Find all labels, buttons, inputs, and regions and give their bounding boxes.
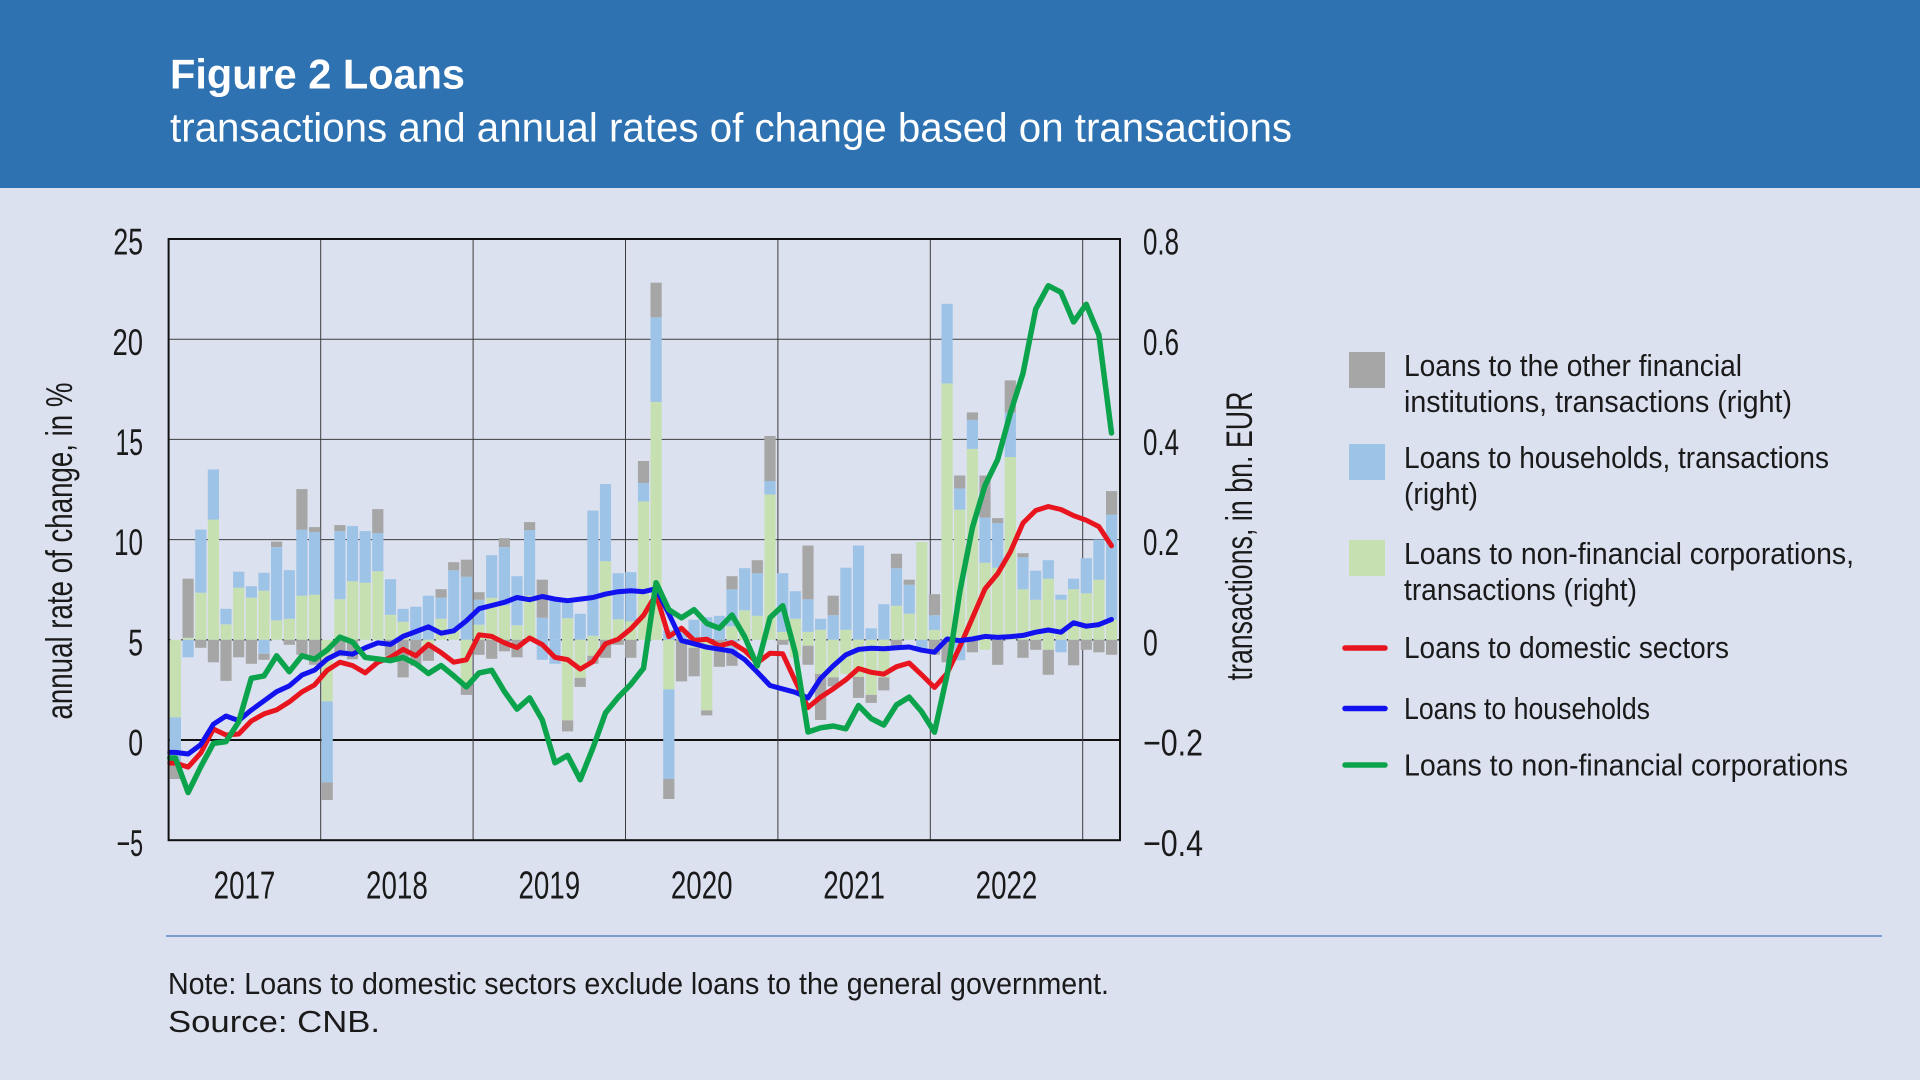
svg-text:Loans to non-financial corpora: Loans to non-financial corporations,: [1404, 536, 1854, 571]
svg-text:annual rate of change, in %: annual rate of change, in %: [39, 383, 80, 720]
svg-text:0.2: 0.2: [1143, 522, 1179, 563]
svg-text:Loans to non-financial corpora: Loans to non-financial corporations: [1404, 748, 1848, 783]
svg-text:0: 0: [1143, 622, 1158, 663]
svg-text:15: 15: [116, 422, 144, 463]
svg-text:2019: 2019: [518, 865, 580, 908]
svg-text:(right): (right): [1404, 476, 1478, 511]
svg-text:25: 25: [113, 222, 143, 263]
svg-text:−0.2: −0.2: [1143, 723, 1203, 764]
svg-text:Note: Loans to domestic sector: Note: Loans to domestic sectors exclude …: [168, 967, 1109, 1001]
svg-text:2022: 2022: [976, 865, 1038, 908]
svg-text:0.4: 0.4: [1143, 422, 1179, 463]
svg-text:Figure 2 Loans: Figure 2 Loans: [170, 51, 465, 98]
svg-text:2018: 2018: [366, 865, 428, 908]
svg-text:−5: −5: [117, 823, 144, 864]
svg-text:2020: 2020: [671, 865, 733, 908]
svg-text:0: 0: [128, 723, 143, 764]
svg-text:institutions, transactions (ri: institutions, transactions (right): [1404, 384, 1792, 419]
svg-text:−0.4: −0.4: [1143, 823, 1203, 864]
svg-text:transactions, in bn. EUR: transactions, in bn. EUR: [1219, 392, 1260, 681]
svg-text:Loans to households, transacti: Loans to households, transactions: [1404, 440, 1829, 475]
svg-text:transactions and annual rates: transactions and annual rates of change …: [170, 105, 1292, 151]
svg-text:2017: 2017: [214, 865, 276, 908]
svg-text:0.6: 0.6: [1143, 322, 1179, 363]
svg-text:2021: 2021: [823, 865, 885, 908]
svg-text:5: 5: [128, 622, 143, 663]
svg-text:Loans to households: Loans to households: [1404, 691, 1650, 726]
svg-text:20: 20: [113, 322, 144, 363]
svg-text:Source: CNB.: Source: CNB.: [168, 1004, 380, 1039]
svg-text:Loans to the other financial: Loans to the other financial: [1404, 348, 1742, 383]
svg-text:10: 10: [114, 522, 143, 563]
svg-text:Loans to domestic sectors: Loans to domestic sectors: [1404, 630, 1729, 665]
svg-text:0.8: 0.8: [1143, 222, 1179, 263]
svg-text:transactions (right): transactions (right): [1404, 572, 1637, 607]
